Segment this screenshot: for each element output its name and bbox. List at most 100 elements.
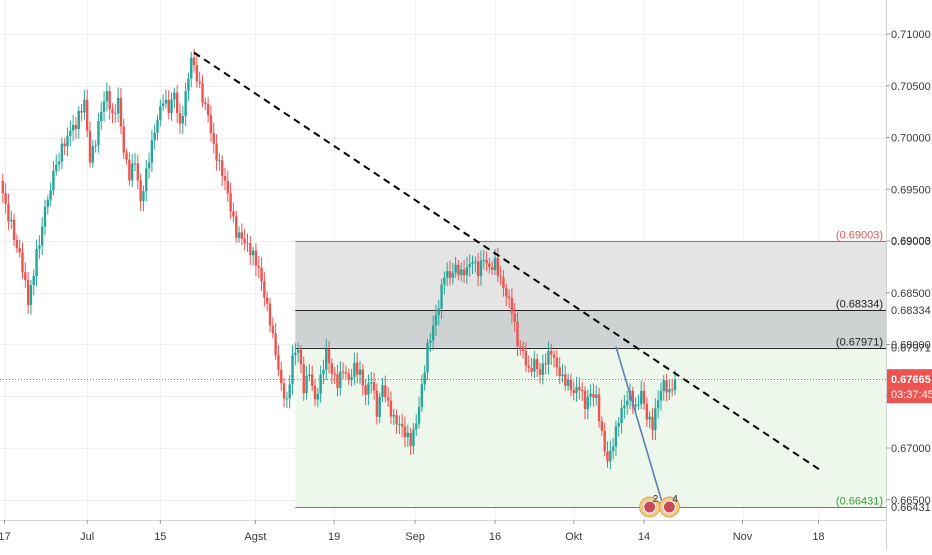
candle-body[interactable] <box>187 78 190 92</box>
candle-body[interactable] <box>80 111 83 113</box>
candle-body[interactable] <box>448 271 452 278</box>
candle-body[interactable] <box>367 383 370 395</box>
candle-body[interactable] <box>153 132 156 141</box>
candle-body[interactable] <box>462 269 466 276</box>
candle-body[interactable] <box>412 429 415 447</box>
candle-body[interactable] <box>71 124 75 131</box>
current-price-tag[interactable] <box>887 369 932 404</box>
candle-body[interactable] <box>482 259 485 261</box>
candle-body[interactable] <box>637 404 640 406</box>
candle-body[interactable] <box>673 379 677 391</box>
candle-body[interactable] <box>372 382 376 391</box>
candle-body[interactable] <box>530 367 533 372</box>
candle-body[interactable] <box>609 450 612 462</box>
candle-body[interactable] <box>625 400 629 406</box>
candles[interactable] <box>1 48 677 470</box>
candle-body[interactable] <box>327 349 331 364</box>
candle-body[interactable] <box>578 386 581 391</box>
candle-body[interactable] <box>198 81 201 84</box>
candle-body[interactable] <box>130 163 134 181</box>
candle-body[interactable] <box>21 252 24 273</box>
candle-body[interactable] <box>502 277 505 288</box>
candle-body[interactable] <box>128 159 131 181</box>
candle-body[interactable] <box>648 416 651 420</box>
candle-body[interactable] <box>386 397 390 401</box>
candle-body[interactable] <box>617 423 620 427</box>
candle-body[interactable] <box>347 373 350 381</box>
candle-body[interactable] <box>645 403 649 420</box>
candle-body[interactable] <box>305 376 308 394</box>
candle-body[interactable] <box>583 390 587 410</box>
candle-body[interactable] <box>434 314 438 326</box>
candle-body[interactable] <box>662 380 665 392</box>
candle-body[interactable] <box>161 103 165 107</box>
candle-body[interactable] <box>417 407 421 424</box>
candle-body[interactable] <box>378 397 381 417</box>
candle-body[interactable] <box>521 346 525 351</box>
candle-body[interactable] <box>505 287 508 297</box>
candle-body[interactable] <box>116 97 120 114</box>
candle-body[interactable] <box>156 119 159 133</box>
candle-body[interactable] <box>209 115 213 134</box>
candle-body[interactable] <box>443 277 446 285</box>
candle-body[interactable] <box>265 297 269 304</box>
candle-body[interactable] <box>398 423 401 425</box>
candle-body[interactable] <box>437 308 440 315</box>
candle-body[interactable] <box>519 346 522 348</box>
candle-body[interactable] <box>212 133 215 144</box>
candle-body[interactable] <box>274 333 277 356</box>
candle-body[interactable] <box>271 325 275 334</box>
candle-body[interactable] <box>74 124 78 129</box>
candle-body[interactable] <box>294 352 297 356</box>
candle-body[interactable] <box>640 390 643 405</box>
candle-body[interactable] <box>60 143 64 162</box>
candle-body[interactable] <box>547 350 550 365</box>
candle-body[interactable] <box>634 404 637 407</box>
candle-body[interactable] <box>595 394 598 398</box>
candle-body[interactable] <box>457 264 460 276</box>
candle-body[interactable] <box>631 390 635 407</box>
candle-body[interactable] <box>77 111 80 129</box>
candle-body[interactable] <box>485 259 488 264</box>
candle-body[interactable] <box>268 303 272 326</box>
candle-body[interactable] <box>333 373 336 375</box>
candle-body[interactable] <box>55 164 58 171</box>
time-axis[interactable]: 17 Jul 15 Agst 19 Sep 16 Okt 14 Nov 18 <box>0 520 825 543</box>
candle-body[interactable] <box>370 382 373 384</box>
candle-body[interactable] <box>465 267 469 276</box>
candle-body[interactable] <box>586 396 590 410</box>
candle-body[interactable] <box>204 102 207 104</box>
candle-body[interactable] <box>15 240 19 249</box>
trendline-dashed[interactable] <box>193 51 822 472</box>
candle-body[interactable] <box>423 372 426 385</box>
candle-body[interactable] <box>220 160 224 176</box>
candle-body[interactable] <box>223 175 227 181</box>
candle-body[interactable] <box>384 385 387 398</box>
candle-body[interactable] <box>403 426 407 438</box>
candle-body[interactable] <box>395 415 398 425</box>
candle-body[interactable] <box>280 369 283 384</box>
candle-body[interactable] <box>600 421 604 431</box>
candle-body[interactable] <box>415 423 418 430</box>
candle-body[interactable] <box>83 99 86 113</box>
candle-body[interactable] <box>642 390 646 404</box>
candle-body[interactable] <box>192 57 196 66</box>
candle-body[interactable] <box>420 384 424 408</box>
candle-body[interactable] <box>26 280 30 306</box>
candle-body[interactable] <box>580 390 584 392</box>
candle-body[interactable] <box>302 364 305 394</box>
candle-body[interactable] <box>496 258 500 276</box>
candle-body[interactable] <box>145 168 148 192</box>
candle-body[interactable] <box>4 192 7 205</box>
candle-body[interactable] <box>454 264 457 273</box>
flag-icon[interactable]: 2 <box>639 494 661 518</box>
candle-body[interactable] <box>490 267 494 271</box>
candle-body[interactable] <box>260 267 263 282</box>
candle-body[interactable] <box>288 384 291 399</box>
candle-body[interactable] <box>611 446 615 451</box>
candle-body[interactable] <box>46 199 50 207</box>
candle-body[interactable] <box>507 296 511 299</box>
candle-body[interactable] <box>344 372 348 374</box>
candle-body[interactable] <box>668 389 671 393</box>
